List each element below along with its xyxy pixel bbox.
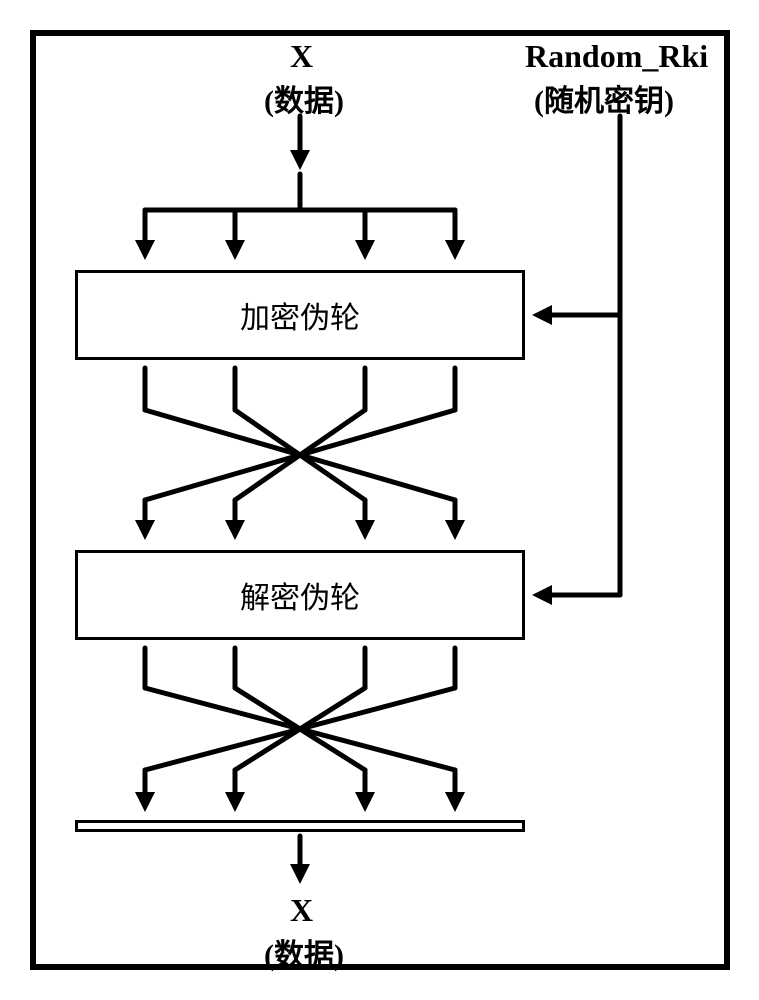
- encrypt-dummy-round-box: 加密伪轮: [75, 270, 525, 360]
- input-x-label: X: [290, 38, 313, 75]
- input-x-sublabel: (数据): [264, 76, 344, 120]
- random-key-sublabel: (随机密钥): [534, 76, 674, 120]
- decrypt-dummy-round-label: 解密伪轮: [240, 573, 360, 617]
- decrypt-dummy-round-box: 解密伪轮: [75, 550, 525, 640]
- output-x-label: X: [290, 892, 313, 929]
- random-key-label: Random_Rki: [525, 38, 708, 75]
- output-x-sublabel: (数据): [264, 930, 344, 974]
- encrypt-dummy-round-label: 加密伪轮: [240, 293, 360, 337]
- collector-bar: [75, 820, 525, 832]
